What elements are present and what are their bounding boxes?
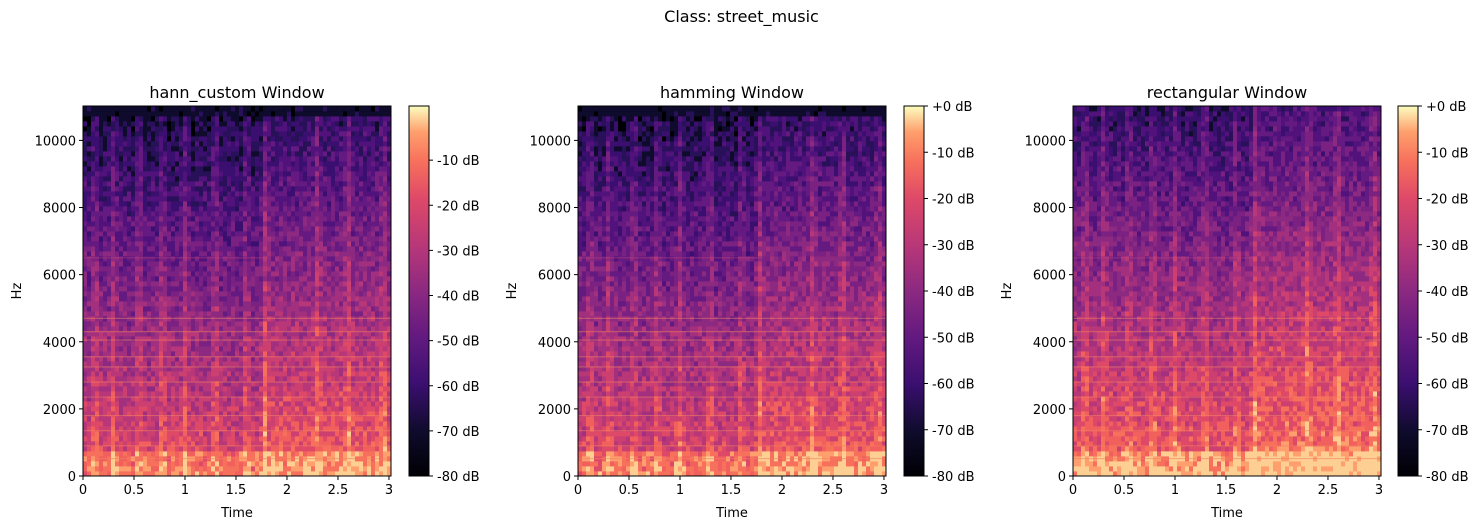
spectrogram-panel-2 — [574, 106, 928, 480]
y-axis-label: Hz — [10, 283, 25, 300]
colorbar — [904, 106, 924, 476]
x-tick-label: 3 — [385, 483, 393, 498]
x-tick-label: 0 — [1069, 483, 1077, 498]
x-tick-label: 2.5 — [1318, 483, 1339, 498]
x-tick-label: 0 — [574, 483, 582, 498]
colorbar-tick-label: -50 dB — [1426, 331, 1469, 346]
spectrogram-panel-1 — [79, 106, 433, 480]
colorbar — [1398, 106, 1418, 476]
x-tick-label: 2 — [778, 483, 786, 498]
x-tick-label: 0.5 — [124, 483, 145, 498]
y-tick-label: 4000 — [538, 336, 571, 351]
colorbar-tick-label: -60 dB — [932, 378, 975, 393]
x-tick-label: 3 — [1375, 483, 1383, 498]
y-axis-label: Hz — [1000, 283, 1015, 300]
x-tick-label: 2.5 — [823, 483, 844, 498]
colorbar-tick-label: -80 dB — [932, 470, 975, 485]
x-tick-label: 1 — [676, 483, 684, 498]
colorbar-tick-label: +0 dB — [932, 100, 972, 115]
colorbar-tick-label: -10 dB — [932, 146, 975, 161]
y-tick-label: 6000 — [1033, 269, 1066, 284]
x-tick-label: 1.5 — [1216, 483, 1237, 498]
x-tick-label: 0.5 — [619, 483, 640, 498]
colorbar-tick-label: -30 dB — [1426, 239, 1469, 254]
x-axis-label: Time — [715, 506, 748, 521]
y-tick-label: 2000 — [43, 403, 76, 418]
colorbar-tick-label: -10 dB — [437, 154, 480, 169]
spectrogram-panel-3 — [1069, 106, 1422, 480]
y-tick-label: 0 — [1058, 470, 1066, 485]
colorbar-tick-label: -60 dB — [437, 380, 480, 395]
colorbar-tick-label: -50 dB — [437, 335, 480, 350]
x-axis-label: Time — [220, 506, 253, 521]
y-tick-label: 10000 — [35, 134, 76, 149]
colorbar-tick-label: -40 dB — [1426, 285, 1469, 300]
colorbar-tick-label: -80 dB — [437, 470, 480, 485]
x-tick-label: 1.5 — [721, 483, 742, 498]
y-tick-label: 8000 — [43, 202, 76, 217]
y-tick-label: 8000 — [1033, 202, 1066, 217]
x-tick-label: 1.5 — [226, 483, 247, 498]
y-tick-label: 0 — [68, 470, 76, 485]
colorbar-tick-label: -60 dB — [1426, 378, 1469, 393]
y-tick-label: 0 — [563, 470, 571, 485]
colorbar-tick-label: -70 dB — [437, 425, 480, 440]
colorbar-tick-label: -70 dB — [1426, 424, 1469, 439]
colorbar — [409, 106, 429, 476]
subplot-title: hamming Window — [660, 83, 804, 102]
y-tick-label: 10000 — [1025, 134, 1066, 149]
subplot-title: rectangular Window — [1147, 83, 1307, 102]
x-tick-label: 2.5 — [328, 483, 349, 498]
y-tick-label: 6000 — [538, 269, 571, 284]
y-tick-label: 2000 — [1033, 403, 1066, 418]
y-tick-label: 2000 — [538, 403, 571, 418]
y-tick-label: 8000 — [538, 202, 571, 217]
subplot-title: hann_custom Window — [149, 83, 324, 103]
x-tick-label: 3 — [880, 483, 888, 498]
x-tick-label: 1 — [181, 483, 189, 498]
colorbar-tick-label: -70 dB — [932, 424, 975, 439]
colorbar-tick-label: -10 dB — [1426, 146, 1469, 161]
colorbar-tick-label: -40 dB — [932, 285, 975, 300]
x-tick-label: 2 — [283, 483, 291, 498]
y-tick-label: 4000 — [43, 336, 76, 351]
x-tick-label: 0.5 — [1114, 483, 1135, 498]
x-tick-label: 0 — [79, 483, 87, 498]
x-tick-label: 2 — [1273, 483, 1281, 498]
colorbar-tick-label: -20 dB — [437, 199, 480, 214]
colorbar-tick-label: -30 dB — [437, 244, 480, 259]
y-tick-label: 4000 — [1033, 336, 1066, 351]
y-tick-label: 10000 — [530, 134, 571, 149]
x-tick-label: 1 — [1171, 483, 1179, 498]
colorbar-tick-label: -20 dB — [1426, 193, 1469, 208]
y-axis-label: Hz — [505, 283, 520, 300]
colorbar-tick-label: -50 dB — [932, 331, 975, 346]
x-axis-label: Time — [1210, 506, 1243, 521]
colorbar-tick-label: -20 dB — [932, 193, 975, 208]
colorbar-tick-label: -30 dB — [932, 239, 975, 254]
colorbar-tick-label: -40 dB — [437, 290, 480, 305]
colorbar-tick-label: -80 dB — [1426, 470, 1469, 485]
colorbar-tick-label: +0 dB — [1426, 100, 1466, 115]
y-tick-label: 6000 — [43, 269, 76, 284]
